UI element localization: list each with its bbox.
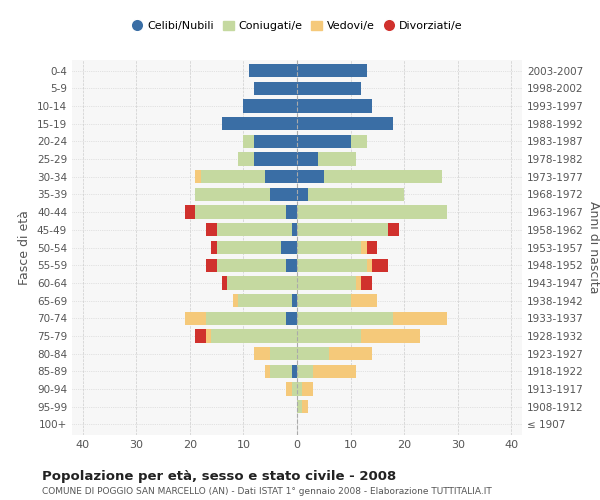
- Bar: [286, 382, 292, 396]
- Bar: [329, 347, 372, 360]
- Bar: [297, 400, 302, 413]
- Bar: [238, 152, 254, 166]
- Bar: [297, 330, 361, 342]
- Bar: [297, 294, 350, 307]
- Bar: [270, 347, 297, 360]
- Bar: [297, 188, 308, 201]
- Bar: [297, 152, 319, 166]
- Text: COMUNE DI POGGIO SAN MARCELLO (AN) - Dati ISTAT 1° gennaio 2008 - Elaborazione T: COMUNE DI POGGIO SAN MARCELLO (AN) - Dat…: [42, 488, 492, 496]
- Bar: [270, 188, 297, 201]
- Bar: [217, 241, 281, 254]
- Bar: [270, 364, 292, 378]
- Text: Popolazione per età, sesso e stato civile - 2008: Popolazione per età, sesso e stato civil…: [42, 470, 396, 483]
- Bar: [265, 170, 297, 183]
- Bar: [297, 347, 329, 360]
- Bar: [217, 223, 292, 236]
- Bar: [361, 241, 367, 254]
- Y-axis label: Fasce di età: Fasce di età: [19, 210, 31, 285]
- Bar: [292, 294, 297, 307]
- Bar: [297, 170, 324, 183]
- Bar: [281, 241, 297, 254]
- Bar: [367, 241, 377, 254]
- Bar: [195, 206, 286, 219]
- Bar: [206, 223, 217, 236]
- Bar: [361, 330, 420, 342]
- Bar: [249, 64, 297, 77]
- Bar: [308, 188, 404, 201]
- Bar: [297, 206, 447, 219]
- Legend: Celibi/Nubili, Coniugati/e, Vedovi/e, Divorziati/e: Celibi/Nubili, Coniugati/e, Vedovi/e, Di…: [127, 17, 467, 36]
- Bar: [313, 364, 356, 378]
- Bar: [222, 276, 227, 289]
- Bar: [297, 258, 367, 272]
- Bar: [206, 330, 211, 342]
- Bar: [292, 223, 297, 236]
- Bar: [297, 223, 388, 236]
- Bar: [254, 82, 297, 95]
- Bar: [297, 276, 356, 289]
- Bar: [372, 258, 388, 272]
- Bar: [356, 276, 361, 289]
- Bar: [286, 312, 297, 325]
- Bar: [227, 276, 297, 289]
- Bar: [206, 312, 286, 325]
- Bar: [195, 170, 200, 183]
- Bar: [222, 117, 297, 130]
- Bar: [297, 117, 394, 130]
- Bar: [394, 312, 447, 325]
- Bar: [319, 152, 356, 166]
- Bar: [265, 364, 270, 378]
- Bar: [302, 400, 308, 413]
- Bar: [185, 312, 206, 325]
- Bar: [297, 312, 394, 325]
- Bar: [206, 258, 217, 272]
- Bar: [211, 241, 217, 254]
- Bar: [233, 294, 238, 307]
- Bar: [217, 258, 286, 272]
- Bar: [254, 152, 297, 166]
- Bar: [244, 134, 254, 148]
- Bar: [367, 258, 372, 272]
- Bar: [297, 134, 350, 148]
- Y-axis label: Anni di nascita: Anni di nascita: [587, 201, 600, 294]
- Bar: [195, 330, 206, 342]
- Bar: [195, 188, 270, 201]
- Bar: [324, 170, 442, 183]
- Bar: [297, 382, 302, 396]
- Bar: [297, 241, 361, 254]
- Bar: [286, 258, 297, 272]
- Bar: [361, 276, 372, 289]
- Bar: [238, 294, 292, 307]
- Bar: [185, 206, 195, 219]
- Bar: [211, 330, 297, 342]
- Bar: [388, 223, 399, 236]
- Bar: [244, 100, 297, 112]
- Bar: [350, 134, 367, 148]
- Bar: [297, 64, 367, 77]
- Bar: [350, 294, 377, 307]
- Bar: [254, 134, 297, 148]
- Bar: [302, 382, 313, 396]
- Bar: [292, 364, 297, 378]
- Bar: [254, 347, 270, 360]
- Bar: [200, 170, 265, 183]
- Bar: [286, 206, 297, 219]
- Bar: [292, 382, 297, 396]
- Bar: [297, 364, 313, 378]
- Bar: [297, 100, 372, 112]
- Bar: [297, 82, 361, 95]
